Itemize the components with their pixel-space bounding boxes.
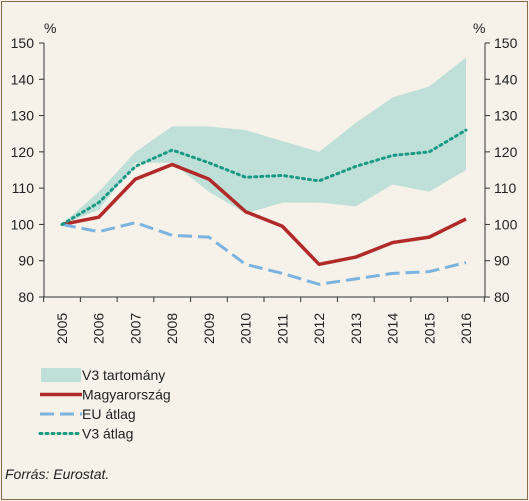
y-tick-label-left: 130 <box>11 108 35 124</box>
legend: V3 tartomány Magyarország EU átlag V3 átlag <box>38 367 171 442</box>
legend-label: Magyarország <box>82 387 171 403</box>
legend-label: V3 átlag <box>82 426 133 442</box>
y-tick-label-right: 90 <box>494 253 510 269</box>
x-tick-label: 2011 <box>274 314 290 344</box>
x-tick-label: 2012 <box>311 313 327 344</box>
x-tick-label: 2013 <box>348 313 364 344</box>
y-tick-label-right: 80 <box>494 289 510 305</box>
legend-label: EU átlag <box>82 406 136 422</box>
y-tick-label-right: 110 <box>494 180 517 196</box>
band-layer <box>62 57 466 225</box>
series-line-3 <box>60 128 468 226</box>
unit-label-left: % <box>44 20 56 36</box>
x-tick-label: 2007 <box>127 313 143 344</box>
x-tick-label: 2005 <box>54 313 70 344</box>
legend-swatch-band <box>41 368 81 382</box>
y-tick-label-left: 90 <box>18 253 34 269</box>
x-tick-label: 2016 <box>458 313 474 344</box>
series-line-2 <box>61 221 467 286</box>
series-line-1 <box>61 162 467 267</box>
x-tick-label: 2015 <box>421 313 437 344</box>
x-tick-label: 2008 <box>164 313 180 344</box>
x-tick-label: 2006 <box>91 313 107 344</box>
y-tick-label-left: 140 <box>11 71 35 87</box>
y-tick-label-left: 120 <box>11 144 35 160</box>
legend-label: V3 tartomány <box>82 367 165 383</box>
x-tick-label: 2014 <box>385 313 401 344</box>
y-tick-label-right: 130 <box>494 108 518 124</box>
x-tick-label: 2009 <box>201 313 217 344</box>
y-tick-label-left: 80 <box>18 289 34 305</box>
series-layer <box>60 128 468 286</box>
band-area <box>62 57 466 225</box>
y-tick-label-right: 150 <box>494 35 518 51</box>
y-tick-label-right: 100 <box>494 216 518 232</box>
unit-label-right: % <box>473 20 485 36</box>
y-tick-label-left: 110 <box>12 180 35 196</box>
y-tick-label-right: 120 <box>494 144 518 160</box>
x-tick-label: 2010 <box>238 313 254 344</box>
axes-layer: 80 80 90 90 100 100 110 110 120 120 130 130 140 140 15… <box>11 20 518 344</box>
source-note: Forrás: Eurostat. <box>5 466 110 482</box>
y-tick-label-right: 140 <box>494 71 518 87</box>
y-tick-label-left: 100 <box>11 216 35 232</box>
y-tick-label-left: 150 <box>11 35 35 51</box>
